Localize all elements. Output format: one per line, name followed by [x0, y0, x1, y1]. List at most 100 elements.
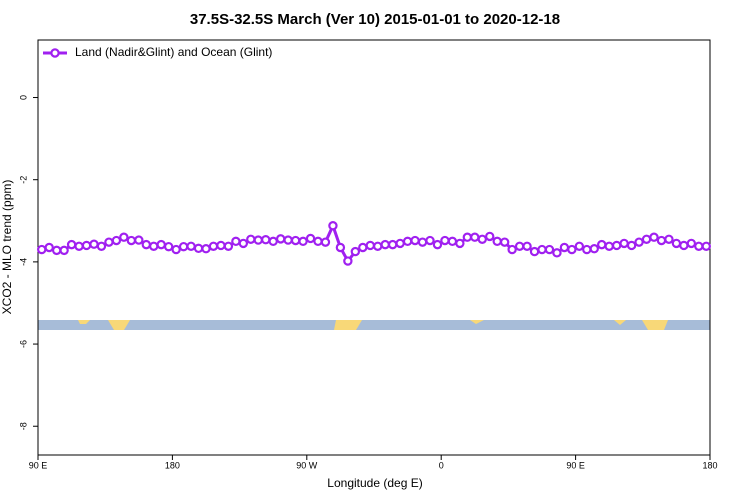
- data-point: [290, 235, 301, 246]
- data-point: [462, 232, 473, 242]
- data-point: [268, 236, 278, 247]
- data-point: [694, 241, 704, 251]
- data-point: [522, 241, 532, 251]
- data-point: [641, 234, 652, 244]
- data-point: [626, 240, 637, 251]
- data-point: [559, 242, 570, 253]
- land-patch: [78, 320, 90, 324]
- data-point: [499, 237, 510, 247]
- data-point: [44, 242, 54, 253]
- data-point: [537, 244, 547, 255]
- data-point: [589, 244, 599, 254]
- data-point: [507, 244, 517, 255]
- data-point: [119, 232, 129, 242]
- data-point: [74, 241, 84, 251]
- data-point: [619, 238, 629, 249]
- legend-label: Land (Nadir&Glint) and Ocean (Glint): [75, 45, 272, 59]
- data-point: [298, 236, 308, 247]
- data-point: [231, 236, 241, 247]
- land-patch: [470, 320, 484, 324]
- data-point: [417, 237, 428, 247]
- data-point: [171, 244, 181, 255]
- data-point: [261, 234, 271, 245]
- data-point: [89, 239, 99, 249]
- data-point: [134, 235, 144, 245]
- data-point: [126, 235, 137, 246]
- data-point: [201, 244, 211, 254]
- data-point: [410, 235, 420, 246]
- x-tick-label: 90 E: [566, 460, 585, 470]
- data-point: [313, 236, 323, 247]
- data-point: [149, 241, 159, 251]
- data-point: [193, 243, 204, 254]
- x-axis-label: Longitude (deg E): [327, 476, 422, 490]
- data-point: [649, 232, 659, 242]
- data-point: [275, 234, 286, 244]
- data-point: [664, 234, 674, 244]
- data-point: [395, 238, 405, 249]
- data-point: [514, 241, 525, 251]
- land-patch: [334, 320, 362, 330]
- data-point: [380, 239, 390, 250]
- x-tick-label: 180: [165, 460, 180, 470]
- data-point: [656, 235, 667, 246]
- data-point: [358, 242, 368, 253]
- y-tick-label: -4: [18, 258, 28, 266]
- data-point: [447, 236, 458, 247]
- data-point: [81, 240, 92, 251]
- data-point: [634, 237, 644, 247]
- data-point: [455, 238, 465, 249]
- y-tick-label: -2: [18, 176, 28, 184]
- data-point: [529, 246, 540, 257]
- map-strip: [38, 320, 710, 330]
- data-point: [208, 241, 219, 251]
- data-point: [223, 241, 234, 251]
- legend-marker: [50, 48, 60, 58]
- data-point: [246, 234, 256, 244]
- data-point: [604, 241, 614, 251]
- data-point: [440, 235, 450, 246]
- x-tick-label: 0: [439, 460, 444, 470]
- data-point: [582, 244, 592, 255]
- x-tick-label: 90 E: [29, 460, 48, 470]
- data-point: [253, 235, 263, 245]
- data-point: [305, 233, 316, 244]
- land-patch: [642, 320, 668, 330]
- data-point: [320, 237, 331, 247]
- data-point: [611, 240, 622, 251]
- x-tick-label: 90 W: [296, 460, 318, 470]
- data-point: [470, 232, 480, 242]
- data-point: [679, 240, 689, 251]
- data-point: [492, 236, 502, 247]
- data-point: [701, 241, 711, 251]
- y-tick-label: 0: [18, 95, 28, 100]
- data-point: [477, 234, 487, 244]
- data-point: [163, 241, 174, 252]
- data-point: [402, 236, 413, 247]
- data-point: [671, 238, 682, 249]
- data-point: [111, 235, 122, 246]
- data-point: [104, 237, 114, 247]
- data-point: [141, 239, 151, 250]
- data-point: [51, 245, 62, 256]
- data-point: [283, 235, 293, 245]
- data-point: [544, 244, 555, 255]
- data-point: [485, 231, 495, 242]
- data-point: [328, 221, 338, 231]
- chart-title: 37.5S-32.5S March (Ver 10) 2015-01-01 to…: [190, 11, 560, 28]
- data-point: [178, 241, 189, 252]
- ocean-strip: [38, 320, 710, 330]
- x-tick-label: 180: [702, 460, 717, 470]
- data-point: [216, 240, 226, 251]
- data-point: [432, 239, 443, 250]
- data-point: [96, 241, 107, 251]
- data-point: [59, 245, 69, 256]
- data-point: [343, 256, 353, 266]
- data-point: [567, 244, 577, 255]
- data-point: [238, 238, 249, 249]
- data-point: [350, 246, 361, 257]
- data-point: [66, 239, 77, 250]
- data-point: [686, 238, 697, 249]
